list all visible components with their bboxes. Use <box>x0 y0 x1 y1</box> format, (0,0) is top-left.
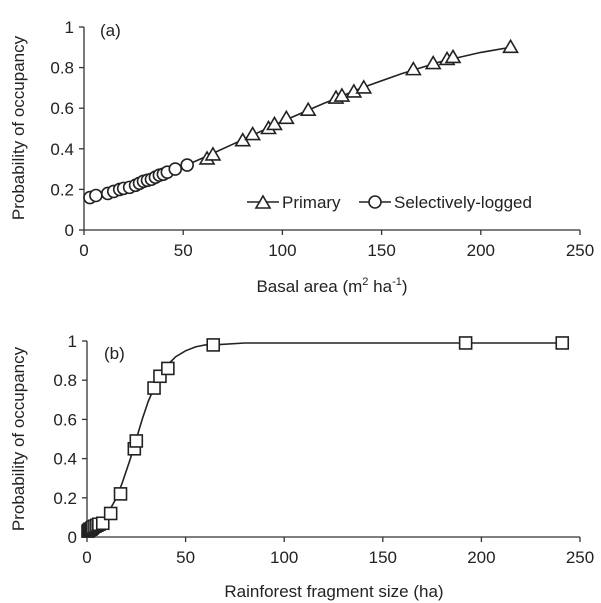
data-points-a <box>83 38 519 205</box>
x-tick-labels-b: 0 50 100 150 200 250 <box>82 537 594 567</box>
data-point-square <box>206 338 221 352</box>
data-point-primary <box>444 48 462 64</box>
panel-label-b: (b) <box>104 344 125 363</box>
y-tick-label: 0.6 <box>50 99 74 118</box>
x-label-a-main: Basal area (m <box>256 277 362 296</box>
chart-panel-b: 0 0.2 0.4 0.6 0.8 1 0 50 100 150 200 250 (b) Proba… <box>9 332 594 601</box>
x-tick-label: 150 <box>367 241 395 260</box>
data-point-primary <box>502 38 519 54</box>
data-point-primary <box>333 87 351 102</box>
x-tick-label: 100 <box>268 241 296 260</box>
x-tick-label: 250 <box>566 241 594 260</box>
y-tick-label: 0.8 <box>50 59 74 78</box>
x-tick-labels-a: 0 50 100 150 200 250 <box>79 230 594 260</box>
chart-panel-a: 0 0.2 0.4 0.6 0.8 1 0 50 100 150 200 250 (a) Proba… <box>9 18 594 296</box>
x-label-a-mid: ha <box>368 277 392 296</box>
x-tick-label: 250 <box>566 548 594 567</box>
x-tick-label: 50 <box>174 241 193 260</box>
legend-marker-primary <box>254 194 272 209</box>
x-axis-label-b: Rainforest fragment size (ha) <box>224 582 443 601</box>
data-point-primary <box>404 61 422 76</box>
y-tick-label: 0 <box>65 221 74 240</box>
x-tick-label: 0 <box>82 548 91 567</box>
data-point-square <box>113 487 128 501</box>
y-tick-label: 1 <box>65 18 74 37</box>
x-tick-label: 150 <box>369 548 397 567</box>
data-point-square <box>95 516 110 531</box>
data-point-square <box>147 381 161 395</box>
x-tick-label: 200 <box>467 241 495 260</box>
legend-a: Primary Selectively-logged <box>247 193 532 212</box>
legend-marker-selectively-logged <box>368 195 382 209</box>
data-point-square <box>458 336 473 350</box>
data-point-primary <box>355 79 373 94</box>
x-tick-label: 200 <box>467 548 495 567</box>
y-tick-labels-a: 0 0.2 0.4 0.6 0.8 1 <box>50 18 84 240</box>
y-tick-label: 1 <box>68 332 77 351</box>
x-label-a-sup2: -1 <box>392 276 402 288</box>
data-point-primary <box>424 54 442 70</box>
x-tick-label: 50 <box>176 548 195 567</box>
legend-label-primary: Primary <box>282 193 341 212</box>
y-tick-label: 0 <box>68 528 77 547</box>
data-point-primary <box>299 101 317 117</box>
y-axis-label-a: Probability of occupancy <box>9 35 28 220</box>
x-tick-label: 0 <box>79 241 88 260</box>
y-tick-label: 0.6 <box>53 410 77 429</box>
data-point-selectively-logged <box>168 162 183 176</box>
data-point-primary <box>204 146 222 161</box>
y-axis-label-b: Probability of occupancy <box>9 346 28 531</box>
x-tick-label: 100 <box>270 548 298 567</box>
data-point-primary <box>277 109 295 125</box>
panel-label-a: (a) <box>100 21 121 40</box>
y-tick-labels-b: 0 0.2 0.4 0.6 0.8 1 <box>53 332 87 547</box>
y-tick-label: 0.2 <box>53 489 77 508</box>
y-tick-label: 0.4 <box>50 140 74 159</box>
data-point-selectively-logged <box>89 188 103 203</box>
x-label-a-end: ) <box>402 277 408 296</box>
x-label-a-sup1: 2 <box>362 276 368 288</box>
data-point-square <box>161 361 175 376</box>
y-tick-label: 0.2 <box>50 180 74 199</box>
y-tick-label: 0.4 <box>53 450 77 469</box>
data-point-primary <box>244 126 262 141</box>
legend-label-selectively-logged: Selectively-logged <box>394 193 532 212</box>
data-point-square <box>129 434 144 448</box>
data-point-primary <box>266 115 283 131</box>
data-point-selectively-logged <box>180 158 194 172</box>
data-point-square <box>555 336 570 350</box>
x-axis-label-a: Basal area (m2 ha-1) <box>256 276 407 296</box>
data-points-b <box>81 336 570 538</box>
data-point-square <box>103 506 118 521</box>
y-tick-label: 0.8 <box>53 371 77 390</box>
